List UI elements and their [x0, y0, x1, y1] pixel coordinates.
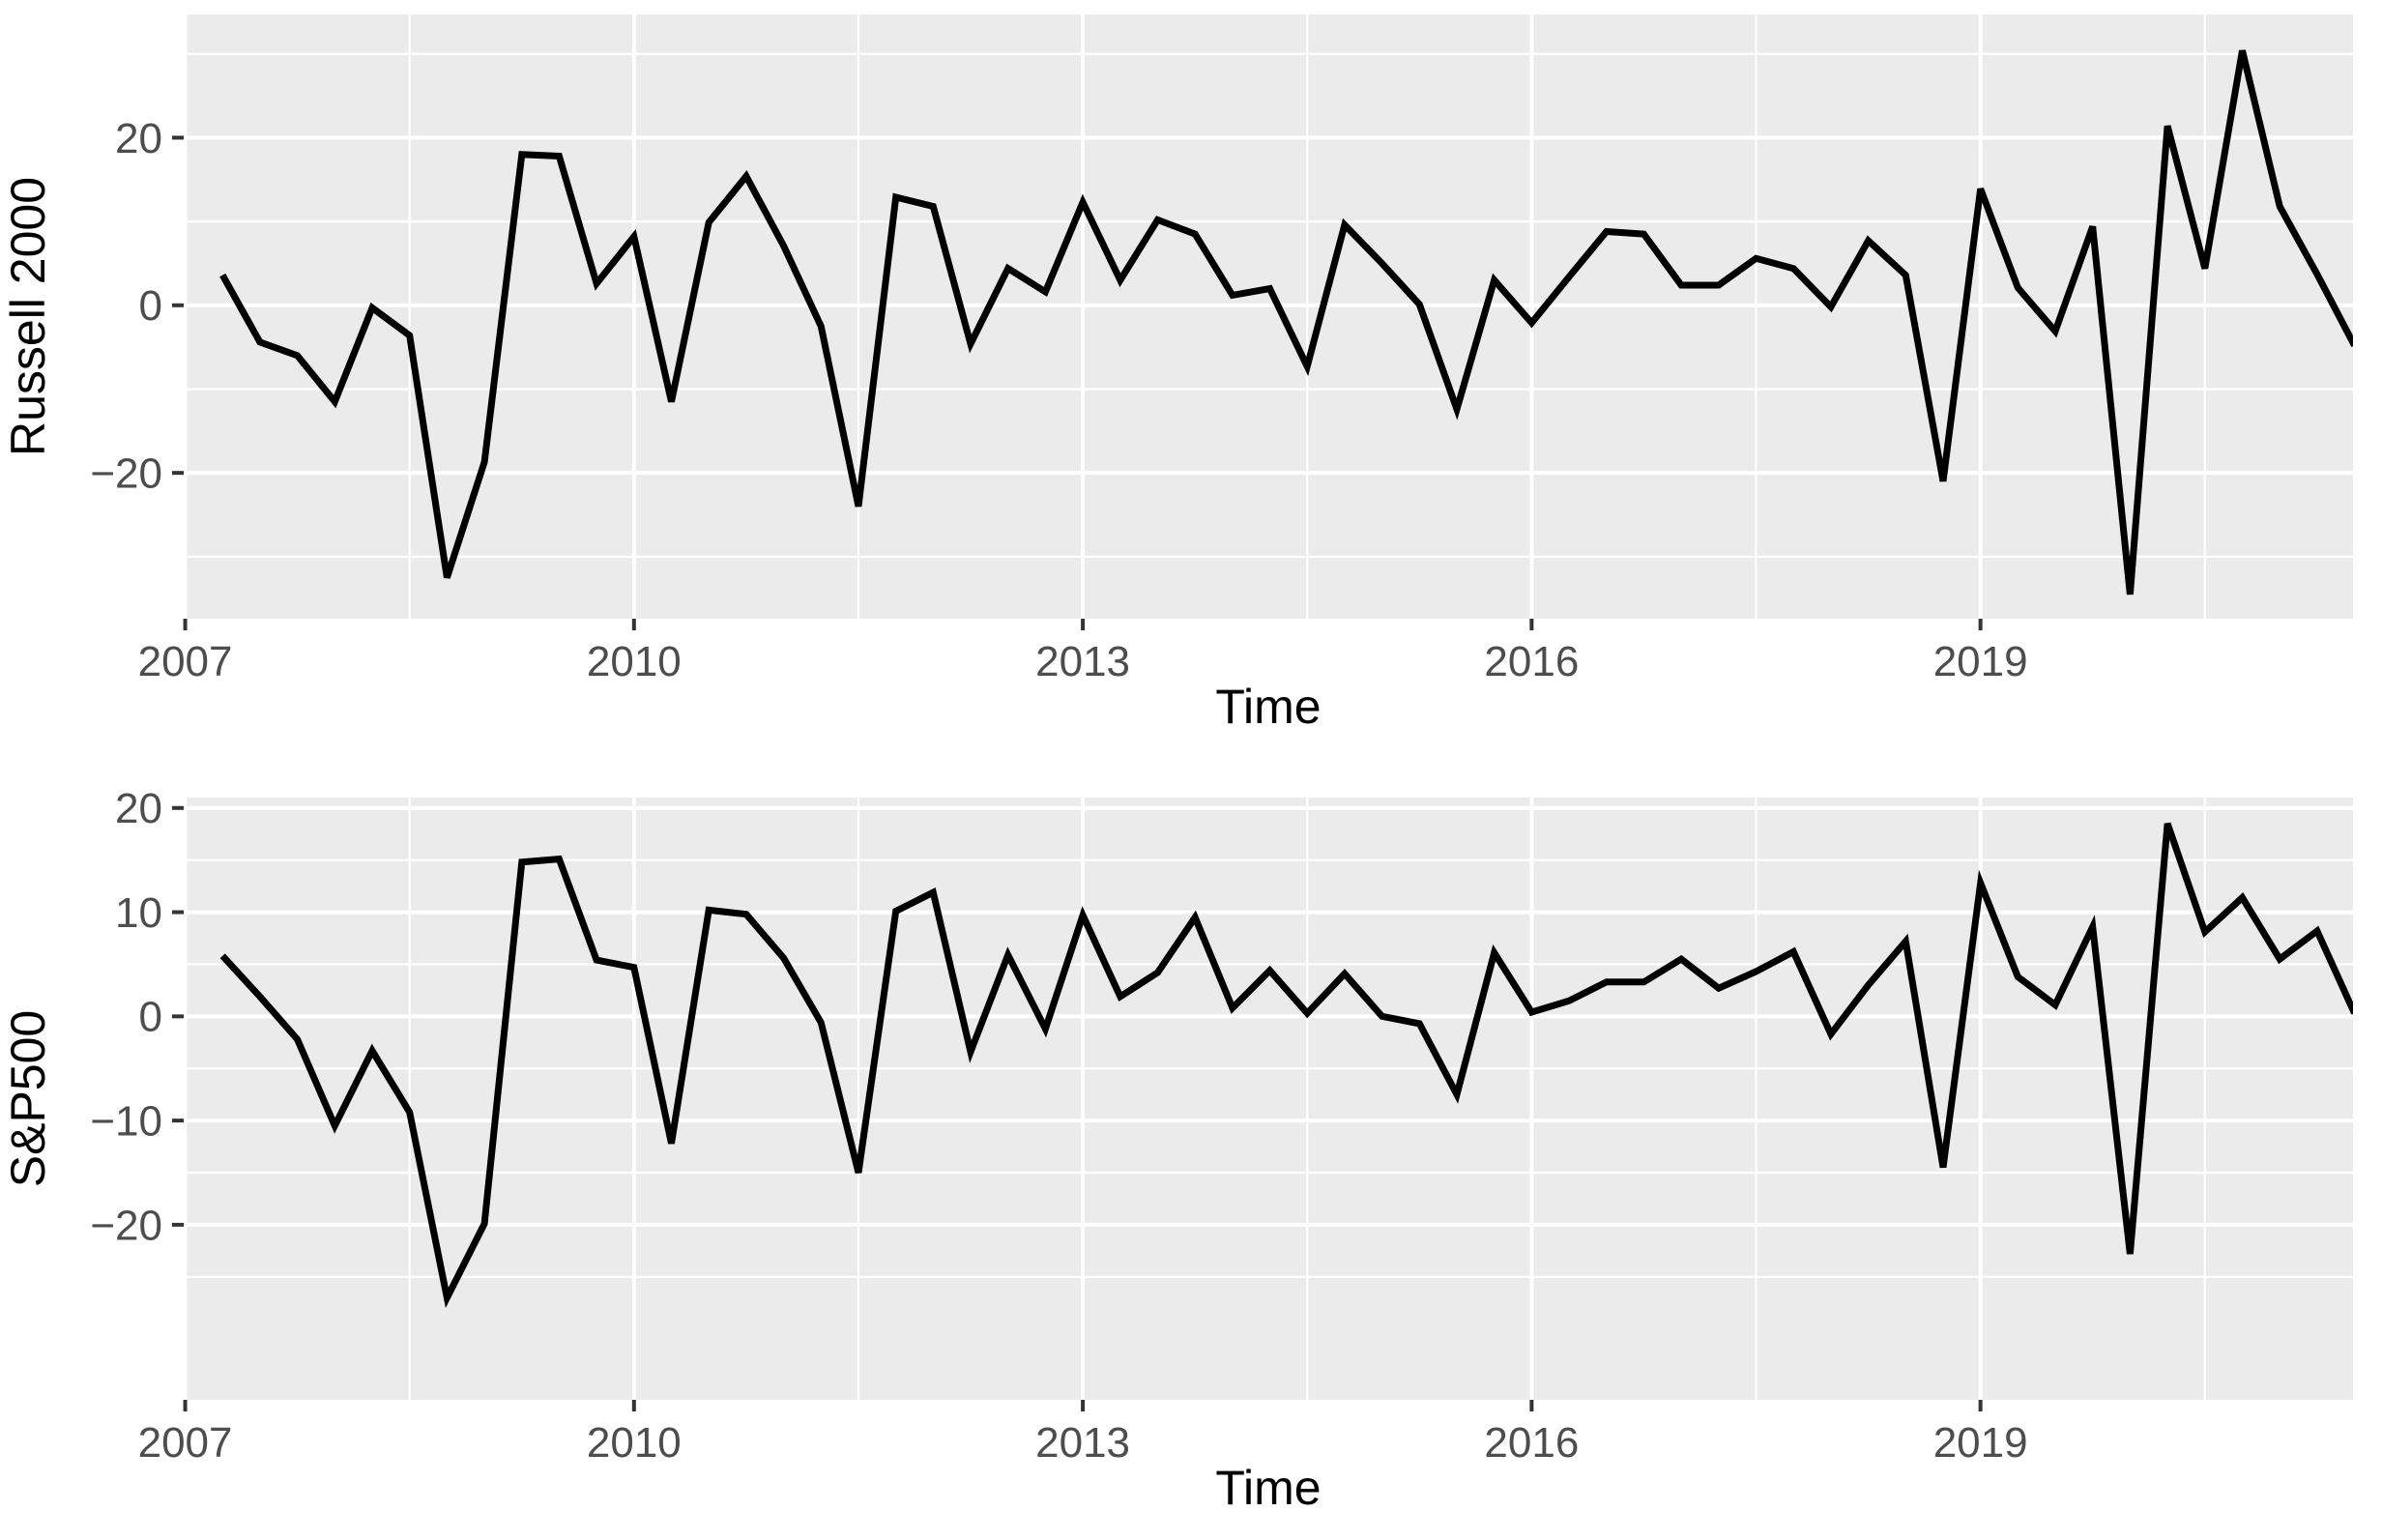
panel-top-x-tick-label: 2010 — [587, 638, 682, 685]
panel-top-x-tick-label: 2016 — [1484, 638, 1579, 685]
panel-bottom-x-axis-title: Time — [1215, 1461, 1321, 1515]
panel-bottom-x-tick-label: 2016 — [1484, 1419, 1579, 1467]
panel-bottom-y-tick-label: 10 — [115, 889, 162, 937]
panel-top-x-tick-label: 2019 — [1933, 638, 2028, 685]
panel-top-background — [184, 15, 2353, 619]
panel-bottom-x-tick-label: 2007 — [138, 1419, 233, 1467]
panel-top-y-tick-label: 20 — [115, 115, 162, 162]
panel-bottom-y-tick-label: 20 — [115, 785, 162, 832]
panel-top-y-tick-label: 0 — [139, 282, 162, 330]
panel-bottom-x-tick-label: 2013 — [1035, 1419, 1130, 1467]
panel-top-y-axis-title: Russell 2000 — [1, 177, 55, 456]
panel-bottom-y-tick-label: −20 — [90, 1202, 162, 1249]
panel-top-y-tick-label: −20 — [90, 450, 162, 498]
panel-bottom-y-tick-label: 0 — [139, 994, 162, 1041]
panel-bottom-x-tick-label: 2019 — [1933, 1419, 2028, 1467]
panel-top-x-axis-title: Time — [1215, 680, 1321, 734]
panel-bottom-background — [184, 798, 2353, 1400]
panel-bottom-y-tick-label: −10 — [90, 1098, 162, 1146]
panel-top-data-line — [219, 49, 2353, 596]
panel-bottom-y-axis-title: S&P500 — [1, 1010, 55, 1187]
panel-bottom-x-tick-label: 2010 — [587, 1419, 682, 1467]
panel-top-x-tick-label: 2013 — [1035, 638, 1130, 685]
panel-bottom-data-line — [219, 822, 2353, 1308]
panel-top-x-tick-label: 2007 — [138, 638, 233, 685]
